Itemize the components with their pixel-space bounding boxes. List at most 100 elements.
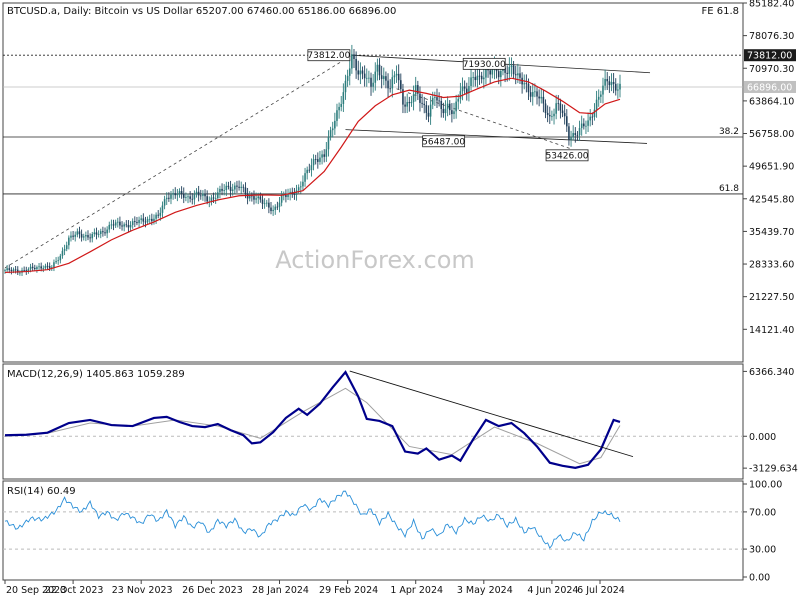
candle-body (540, 96, 543, 99)
candle-body (244, 187, 247, 194)
candle-body (6, 268, 8, 271)
candle-body (327, 136, 330, 150)
candle-body (334, 120, 336, 129)
candle-body (410, 101, 413, 104)
candle-body (393, 75, 396, 78)
candle-body (572, 133, 574, 138)
candle-body (236, 185, 238, 187)
candle-body (346, 75, 349, 81)
date-tick-label: 4 Jun 2024 (527, 585, 578, 596)
candle-body (204, 193, 206, 197)
rsi-tick-label: 30.00 (749, 545, 776, 556)
candle-body (608, 81, 611, 86)
candle-body (33, 267, 36, 270)
price-tick-label: 21227.50 (749, 292, 794, 303)
candle-body (125, 224, 128, 226)
current-price-tag (744, 80, 796, 93)
price-tick-label: 85182.40 (749, 0, 794, 10)
candle-body (129, 224, 132, 228)
candle-body (165, 197, 168, 200)
candle-body (136, 222, 138, 224)
candle-body (174, 193, 177, 196)
candle-body (342, 92, 345, 104)
rally-dashed-line (4, 54, 353, 269)
candle-body (44, 265, 47, 269)
candle-body (417, 85, 419, 94)
price-tick-label: 70970.30 (749, 64, 794, 75)
candle-body (595, 99, 598, 110)
candle-body (89, 237, 91, 239)
candle-body (227, 185, 230, 187)
candle-body (329, 130, 332, 137)
candle-body (434, 97, 436, 98)
candle-body (29, 266, 32, 270)
candle-body (251, 195, 253, 197)
price-tick-label: 63864.10 (749, 96, 794, 107)
candle-body (178, 191, 181, 195)
candle-body (363, 73, 366, 79)
candle-body (474, 76, 477, 81)
candle-body (180, 191, 183, 194)
candle-body (376, 64, 379, 72)
candle-body (425, 105, 428, 113)
price-tick-label: 56758.00 (749, 129, 794, 140)
candle-body (253, 196, 255, 200)
candle-body (242, 186, 245, 188)
candle-body (583, 123, 585, 127)
candle-body (446, 103, 449, 109)
candle-body (199, 195, 202, 197)
candle-body (87, 235, 89, 238)
candle-body (240, 186, 243, 188)
candle-body (297, 187, 300, 191)
candle-body (270, 207, 272, 212)
candle-body (225, 185, 228, 191)
candle-body (312, 159, 315, 166)
candle-body (176, 194, 179, 196)
date-tick-label: 6 Jul 2024 (577, 585, 625, 596)
price-annotation-label: 53426.00 (546, 151, 589, 161)
rsi-line (4, 490, 621, 549)
pullback-dashed-line (396, 88, 572, 150)
candle-body (353, 54, 355, 59)
candle-body (138, 219, 140, 224)
fib-level-label: 61.8 (719, 184, 739, 194)
candle-body (404, 104, 406, 107)
candle-body (310, 165, 313, 171)
candle-body (231, 189, 234, 191)
candle-body (57, 260, 60, 262)
candle-body (134, 221, 136, 223)
candle-body (559, 103, 562, 111)
candle-body (483, 77, 485, 80)
candle-body (263, 203, 266, 205)
candle-body (257, 196, 260, 199)
candle-body (276, 206, 279, 208)
watermark: ActionForex.com (275, 246, 475, 274)
channel-lower-line (345, 129, 648, 144)
candle-body (146, 219, 149, 223)
candle-body (580, 123, 583, 129)
candle-body (144, 221, 147, 223)
candle-body (308, 169, 311, 171)
date-tick-label: 1 Apr 2024 (390, 585, 443, 596)
rsi-tick-label: 100.00 (749, 480, 782, 491)
candle-body (597, 96, 600, 100)
candle-body (74, 234, 77, 237)
candle-body (70, 235, 72, 238)
candle-body (108, 224, 111, 230)
panel-frames (2, 2, 744, 581)
candle-body (202, 193, 204, 196)
price-annotation-box (307, 49, 351, 62)
candle-body (65, 245, 68, 250)
candle-body (331, 128, 334, 131)
candle-body (589, 116, 592, 121)
candle-body (542, 96, 545, 104)
chart-title: BTCUSD.a, Daily: Bitcoin vs US Dollar 65… (7, 6, 396, 17)
candle-body (442, 109, 445, 114)
candle-body (61, 250, 64, 256)
candle-body (314, 159, 317, 160)
candle-body (193, 194, 196, 200)
candle-body (553, 113, 555, 117)
candle-body (453, 111, 455, 115)
date-tick-label: 26 Dec 2023 (182, 585, 243, 596)
candle-body (368, 77, 370, 79)
